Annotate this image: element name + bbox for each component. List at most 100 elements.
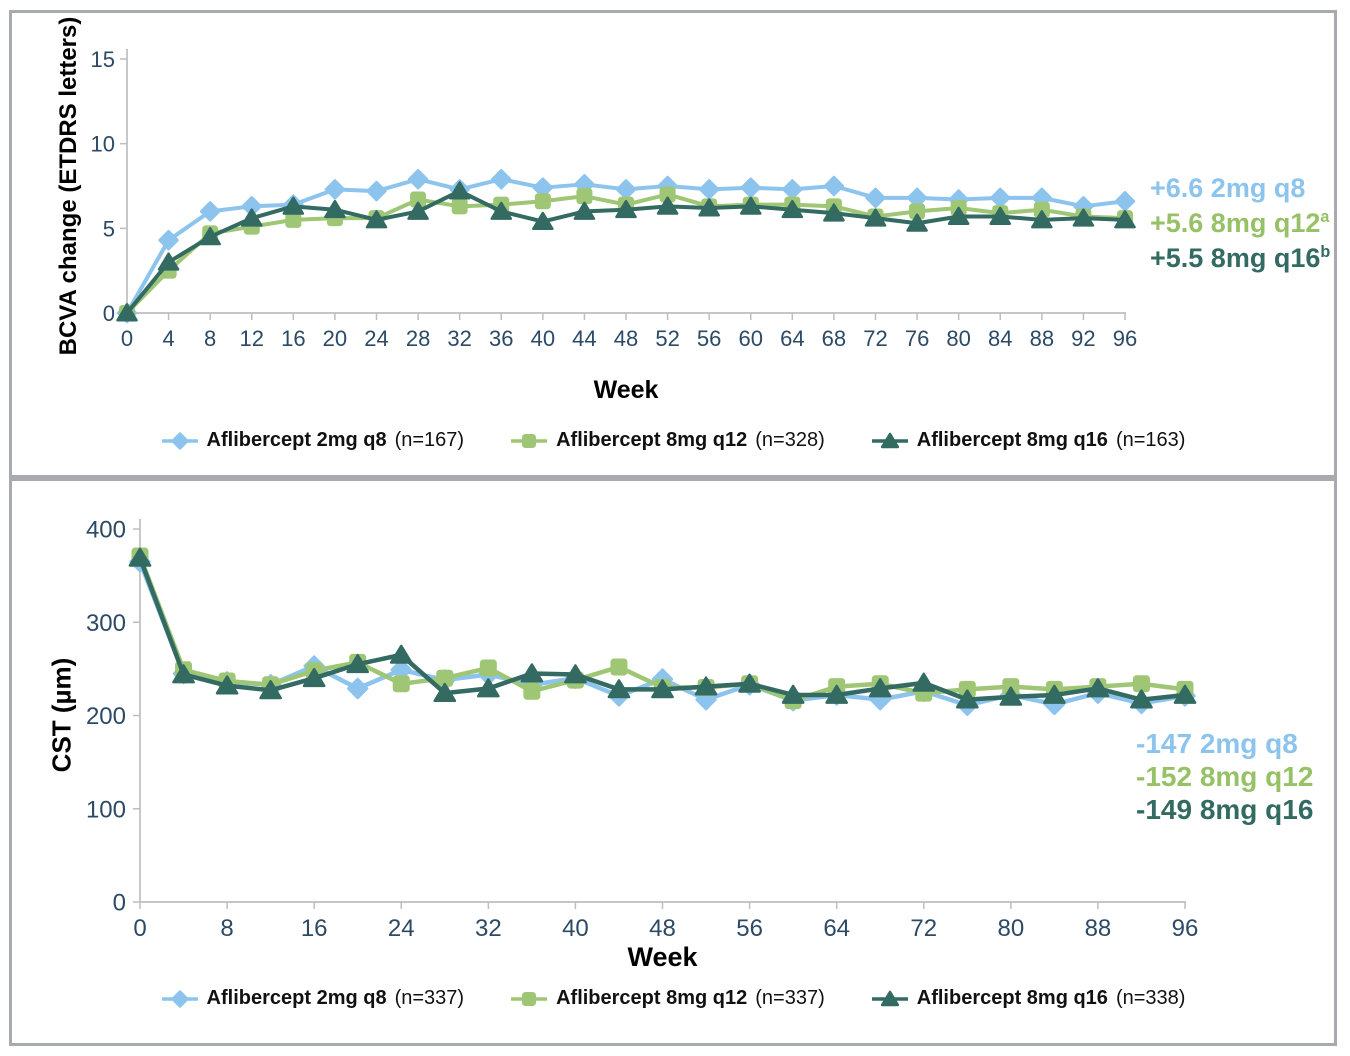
data-point-marker — [1072, 208, 1095, 227]
x-tick-label: 64 — [823, 915, 850, 942]
y-tick-label: 100 — [86, 796, 126, 823]
x-tick-label: 72 — [863, 326, 887, 351]
data-point-marker — [781, 684, 805, 704]
endpoint-annotation: +6.6 2mg q8 — [1150, 173, 1306, 203]
data-point-marker — [491, 168, 512, 190]
data-point-marker — [990, 187, 1011, 209]
bcva-panel: 0 4 8 12 16 20 24 28 32 36 40 44 48 52 56 60 64 68 72 76 80 8… — [9, 10, 1337, 478]
legend-series-name: Aflibercept 8mg q12 — [556, 987, 748, 1009]
y-tick-label: 200 — [86, 703, 126, 730]
data-point-marker — [346, 653, 370, 674]
data-point-marker — [1114, 210, 1136, 229]
data-point-marker — [522, 433, 537, 448]
x-tick-label: 20 — [323, 326, 347, 351]
data-point-marker — [1114, 190, 1136, 212]
triangle-legend-marker-icon — [871, 990, 908, 1006]
data-point-marker — [407, 201, 429, 220]
square-legend-marker-icon — [511, 991, 548, 1006]
x-tick-label: 60 — [739, 326, 763, 351]
data-point-marker — [389, 644, 413, 664]
data-point-marker — [740, 177, 761, 198]
legend-item: Aflibercept 2mg q8 (n=337) — [161, 987, 464, 1010]
square-legend-marker-icon — [511, 433, 548, 448]
data-point-marker — [448, 181, 471, 200]
x-tick-label: 44 — [572, 326, 596, 351]
data-point-marker — [868, 678, 892, 698]
data-point-marker — [739, 196, 762, 215]
data-point-marker — [477, 678, 500, 698]
data-point-marker — [490, 201, 513, 220]
diamond-legend-marker-icon — [161, 431, 198, 450]
x-tick-label: 0 — [133, 915, 146, 942]
legend-series-name: Aflibercept 2mg q8 — [206, 429, 387, 451]
endpoint-annotation: -152 8mg q12 — [1136, 761, 1314, 792]
data-point-marker — [880, 432, 899, 448]
data-point-marker — [656, 196, 679, 215]
data-point-marker — [607, 679, 631, 699]
data-point-marker — [259, 680, 282, 700]
x-tick-label: 80 — [997, 915, 1024, 942]
axis-lines — [139, 519, 1186, 903]
data-point-marker — [781, 199, 804, 219]
x-tick-label: 68 — [822, 326, 846, 351]
data-point-marker — [366, 180, 387, 202]
x-tick-label: 32 — [475, 915, 502, 942]
data-point-marker — [1173, 684, 1197, 704]
bcva-y-axis-title: BCVA change (ETDRS letters) — [55, 16, 82, 356]
data-point-marker — [912, 672, 936, 692]
x-tick-label: 32 — [447, 326, 471, 351]
data-point-marker — [865, 187, 886, 209]
x-tick-label: 96 — [1113, 326, 1137, 351]
legend-sample-size: (n=328) — [755, 429, 825, 451]
data-point-marker — [698, 179, 720, 200]
x-tick-label: 40 — [562, 915, 589, 942]
data-point-marker — [651, 679, 674, 699]
y-tick-label: 5 — [103, 216, 115, 241]
data-point-marker — [1043, 684, 1066, 704]
data-point-marker — [782, 179, 803, 200]
data-point-marker — [302, 667, 326, 688]
legend-item: Aflibercept 8mg q16 (n=338) — [871, 987, 1185, 1010]
data-point-marker — [433, 682, 457, 703]
cst-y-axis-title: CST (µm) — [46, 657, 77, 773]
data-point-marker — [906, 213, 928, 232]
data-point-marker — [172, 664, 195, 684]
y-tick-label: 10 — [91, 132, 115, 157]
endpoint-annotation: +5.6 8mg q12a — [1150, 208, 1330, 238]
data-point-marker — [392, 675, 410, 693]
x-tick-label: 48 — [649, 915, 676, 942]
data-point-marker — [523, 682, 541, 700]
data-point-marker — [170, 431, 189, 450]
data-point-marker — [610, 658, 628, 676]
data-point-marker — [199, 201, 221, 222]
data-point-marker — [823, 175, 845, 197]
x-tick-label: 88 — [1085, 915, 1112, 942]
x-tick-label: 96 — [1172, 915, 1199, 942]
diamond-legend-marker-icon — [161, 989, 198, 1008]
x-tick-label: 40 — [531, 326, 555, 351]
data-point-marker — [1031, 210, 1053, 229]
cst-legend: Aflibercept 2mg q8 (n=337) Aflibercept 8mg… — [12, 987, 1334, 1010]
data-point-marker — [615, 179, 637, 200]
legend-sample-size: (n=167) — [394, 429, 465, 451]
y-tick-label: 15 — [91, 47, 115, 72]
data-point-marker — [522, 991, 537, 1006]
x-tick-label: 88 — [1030, 326, 1054, 351]
legend-series-name: Aflibercept 2mg q8 — [206, 987, 387, 1009]
x-tick-label: 52 — [655, 326, 679, 351]
data-point-marker — [564, 664, 587, 684]
data-point-marker — [240, 208, 263, 227]
cst-x-axis-title: Week — [627, 942, 698, 972]
legend-sample-size: (n=163) — [1115, 429, 1186, 451]
data-point-marker — [128, 547, 152, 567]
x-tick-label: 12 — [240, 326, 264, 351]
bcva-x-axis-title: Week — [593, 376, 659, 404]
data-point-marker — [365, 210, 388, 229]
data-point-marker — [534, 193, 551, 210]
data-point-marker — [989, 206, 1012, 225]
data-point-marker — [215, 675, 239, 695]
x-tick-label: 4 — [162, 326, 174, 351]
data-point-marker — [532, 211, 554, 231]
legend-item: Aflibercept 8mg q16 (n=163) — [871, 429, 1186, 452]
data-point-marker — [157, 252, 180, 271]
